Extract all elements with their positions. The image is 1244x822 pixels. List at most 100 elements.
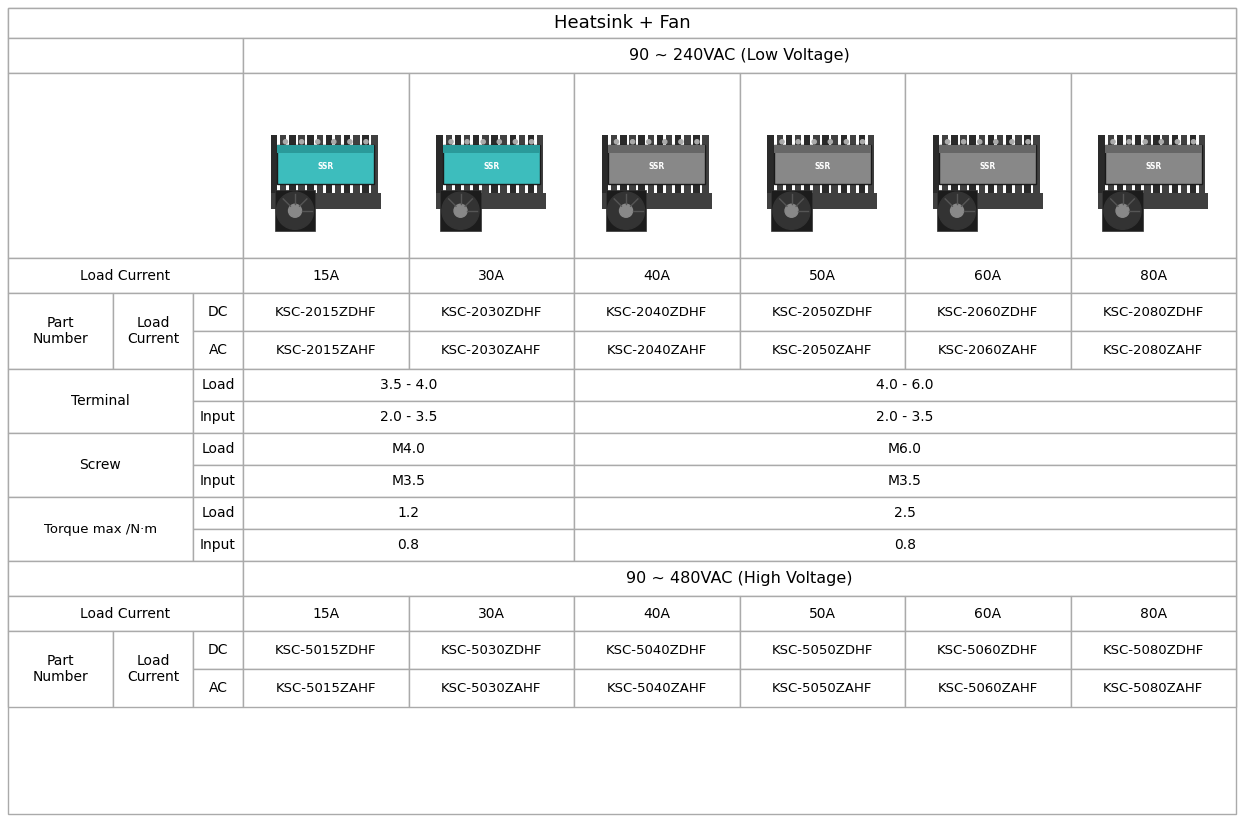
Bar <box>602 135 608 206</box>
Circle shape <box>284 140 287 144</box>
Bar <box>988 135 994 206</box>
Bar <box>326 135 332 206</box>
Circle shape <box>861 140 865 144</box>
Text: Load: Load <box>202 506 235 520</box>
Circle shape <box>364 140 368 144</box>
Circle shape <box>679 140 683 144</box>
Text: 1.2: 1.2 <box>398 506 419 520</box>
Text: KSC-2015ZAHF: KSC-2015ZAHF <box>275 344 376 357</box>
Bar <box>703 135 709 206</box>
Text: 4.0 - 6.0: 4.0 - 6.0 <box>876 378 934 392</box>
Bar <box>868 135 875 206</box>
Bar <box>693 135 699 206</box>
Bar <box>1071 596 1237 631</box>
Bar <box>335 135 341 206</box>
Bar <box>7 497 193 561</box>
Text: Torque max /N·m: Torque max /N·m <box>44 523 157 535</box>
Text: DC: DC <box>208 643 228 657</box>
Text: 40A: 40A <box>643 269 671 283</box>
Bar <box>7 561 243 596</box>
Bar <box>573 369 1237 401</box>
Bar <box>1172 135 1178 206</box>
Text: KSC-5015ZAHF: KSC-5015ZAHF <box>275 681 376 695</box>
Text: Input: Input <box>200 410 236 424</box>
Bar <box>648 135 654 206</box>
Bar <box>850 135 856 206</box>
Text: AC: AC <box>209 343 228 357</box>
Bar <box>243 631 408 669</box>
Text: 90 ~ 240VAC (Low Voltage): 90 ~ 240VAC (Low Voltage) <box>629 48 850 63</box>
Circle shape <box>647 140 651 144</box>
Bar <box>408 596 573 631</box>
Bar <box>573 401 1237 433</box>
Bar <box>243 669 408 707</box>
Bar <box>602 193 712 209</box>
Bar <box>440 191 481 231</box>
Bar <box>657 135 663 206</box>
Bar <box>739 596 904 631</box>
Circle shape <box>465 140 469 144</box>
Bar <box>243 331 408 369</box>
Bar <box>113 293 193 369</box>
Bar <box>193 369 243 401</box>
Circle shape <box>514 140 518 144</box>
Bar <box>1144 135 1151 206</box>
Text: 3.5 - 4.0: 3.5 - 4.0 <box>379 378 437 392</box>
Circle shape <box>289 204 301 217</box>
Bar <box>243 258 408 293</box>
Text: Part
Number: Part Number <box>32 653 88 684</box>
Bar <box>1126 135 1132 206</box>
Bar <box>408 631 573 669</box>
Bar <box>768 135 774 206</box>
Bar <box>271 135 277 206</box>
Circle shape <box>938 192 975 229</box>
Text: KSC-5050ZAHF: KSC-5050ZAHF <box>773 681 872 695</box>
Text: KSC-2030ZAHF: KSC-2030ZAHF <box>442 344 541 357</box>
Text: KSC-2080ZAHF: KSC-2080ZAHF <box>1103 344 1203 357</box>
Bar <box>510 135 516 206</box>
Bar <box>193 669 243 707</box>
Text: 2.0 - 3.5: 2.0 - 3.5 <box>379 410 437 424</box>
Text: KSC-2040ZAHF: KSC-2040ZAHF <box>607 344 707 357</box>
Text: KSC-5050ZDHF: KSC-5050ZDHF <box>771 644 873 657</box>
Bar <box>573 631 739 669</box>
Text: 2.5: 2.5 <box>894 506 916 520</box>
Circle shape <box>1176 140 1179 144</box>
Bar <box>243 401 573 433</box>
Text: 30A: 30A <box>478 269 505 283</box>
Bar <box>774 145 871 154</box>
Bar <box>464 135 470 206</box>
Bar <box>831 135 837 206</box>
Text: 90 ~ 480VAC (High Voltage): 90 ~ 480VAC (High Voltage) <box>626 571 852 586</box>
Bar <box>437 193 546 209</box>
Text: KSC-2030ZDHF: KSC-2030ZDHF <box>440 306 542 318</box>
Bar <box>408 331 573 369</box>
Bar <box>193 497 243 529</box>
Bar <box>1102 191 1143 231</box>
Bar <box>739 331 904 369</box>
Bar <box>1181 135 1187 206</box>
Bar <box>7 369 193 433</box>
Bar <box>243 369 573 401</box>
Text: 15A: 15A <box>312 607 340 621</box>
Bar <box>408 669 573 707</box>
Bar <box>408 293 573 331</box>
Bar <box>443 145 540 154</box>
Bar <box>795 135 801 206</box>
Text: KSC-5040ZDHF: KSC-5040ZDHF <box>606 644 708 657</box>
Circle shape <box>945 140 949 144</box>
Text: KSC-2015ZDHF: KSC-2015ZDHF <box>275 306 377 318</box>
Bar <box>739 293 904 331</box>
Bar <box>7 433 193 497</box>
Bar <box>774 145 871 184</box>
Bar <box>1105 145 1202 184</box>
Bar <box>768 193 877 209</box>
Circle shape <box>695 140 699 144</box>
Bar <box>1107 135 1113 206</box>
Text: KSC-2050ZAHF: KSC-2050ZAHF <box>773 344 872 357</box>
Bar <box>372 135 378 206</box>
Text: KSC-2050ZDHF: KSC-2050ZDHF <box>771 306 873 318</box>
Text: KSC-5030ZDHF: KSC-5030ZDHF <box>440 644 542 657</box>
Text: KSC-5030ZAHF: KSC-5030ZAHF <box>442 681 541 695</box>
Bar <box>606 191 647 231</box>
